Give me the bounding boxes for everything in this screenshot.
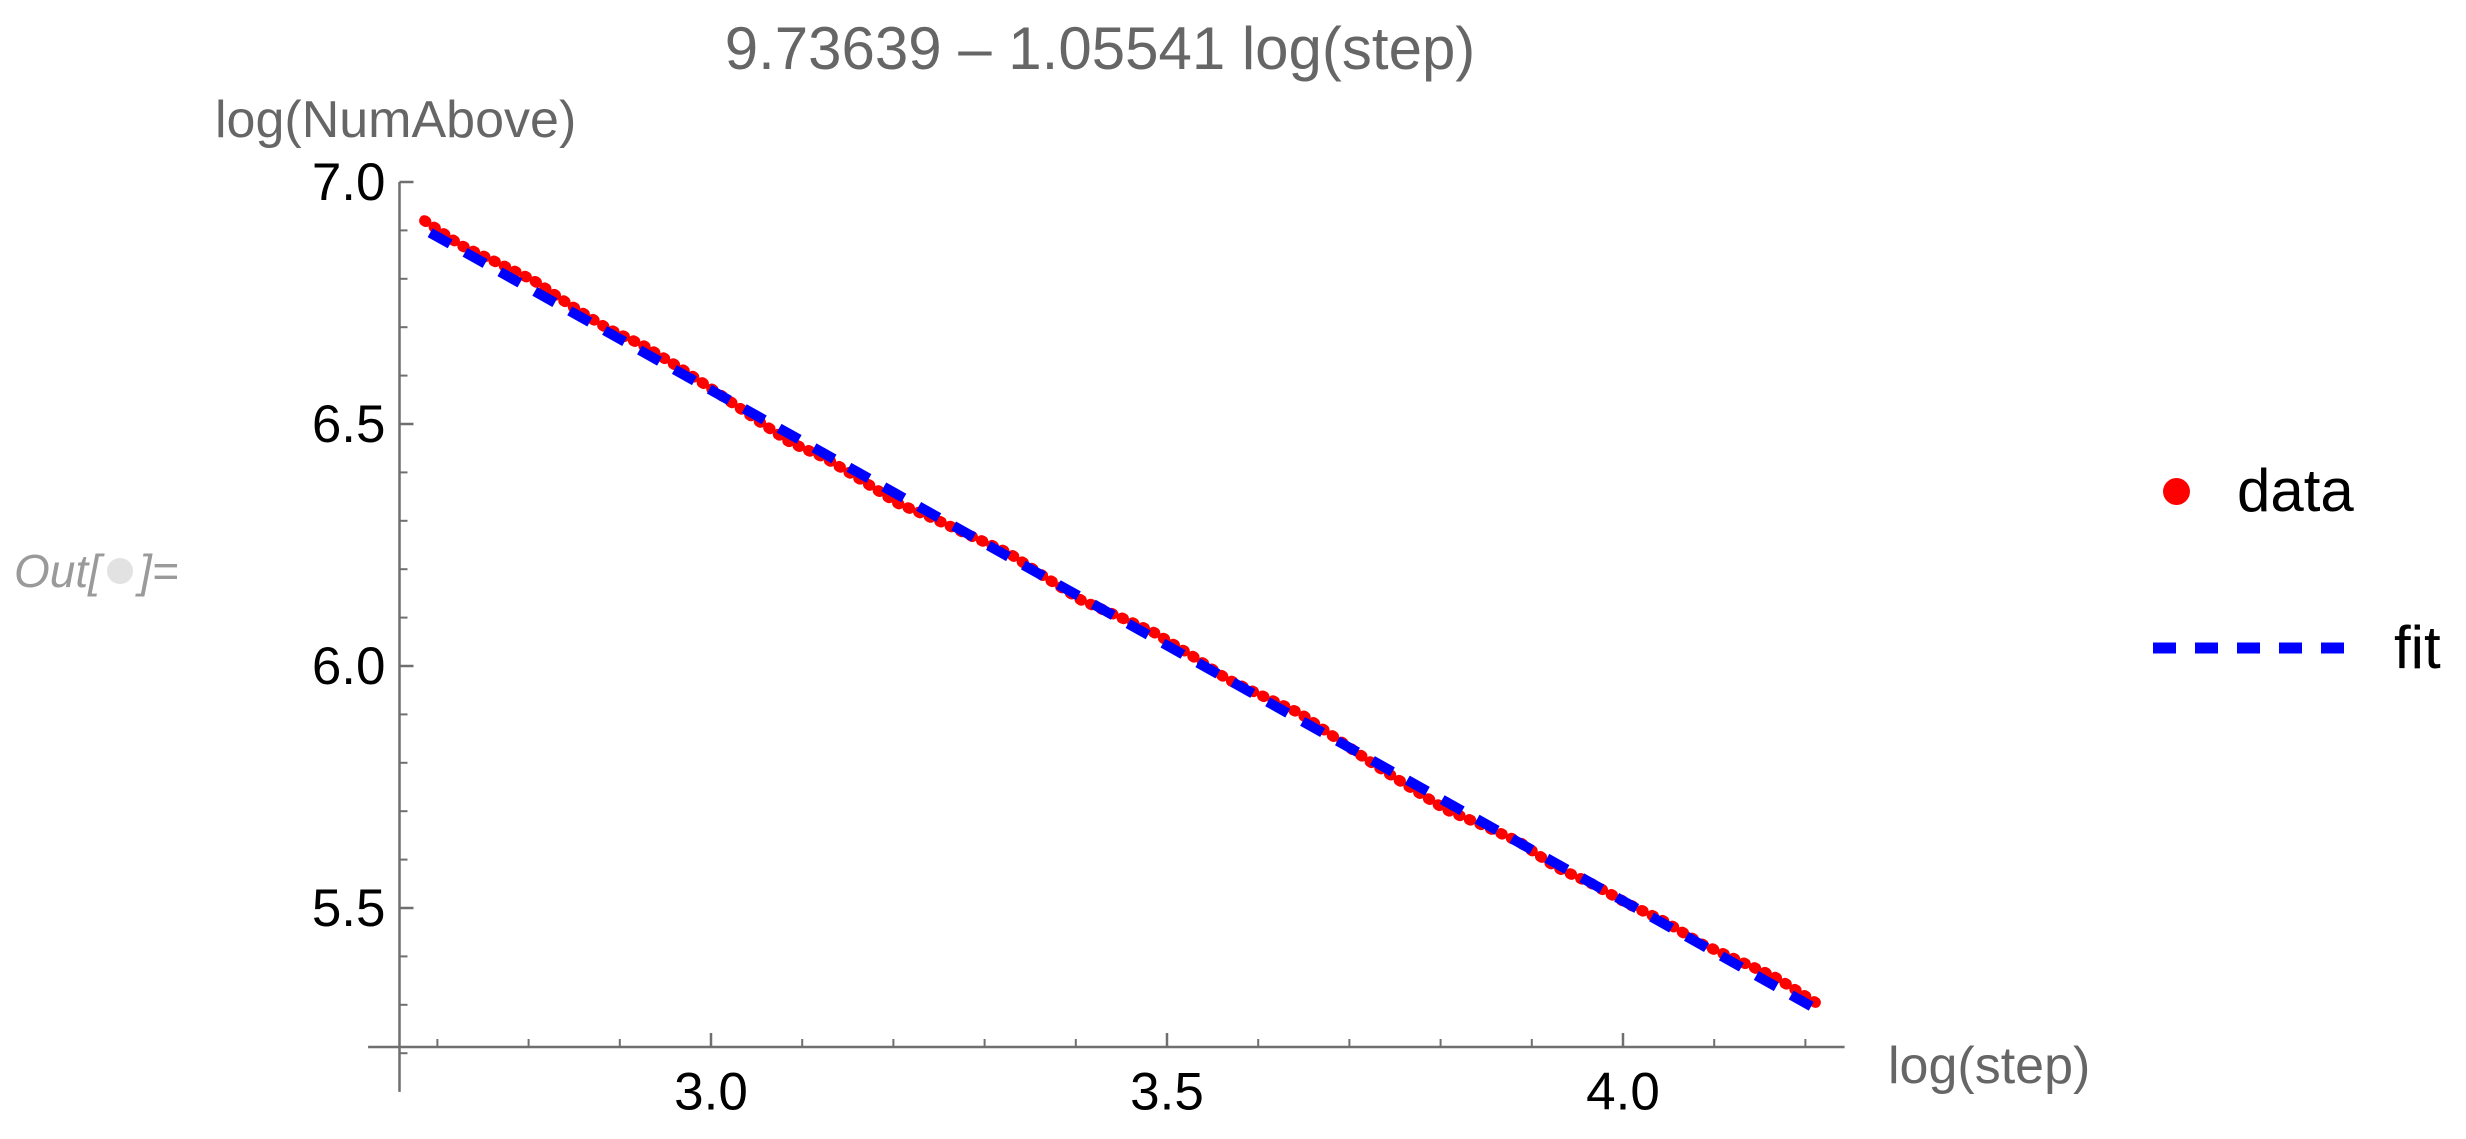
output-label-prefix: Out[ (14, 545, 101, 597)
x-tick-label: 3.0 (674, 1063, 748, 1122)
output-cell-label: Out[ ]= (14, 544, 179, 598)
legend-label-data: data (2237, 457, 2354, 524)
y-tick-label: 7.0 (312, 153, 386, 212)
chart-title: 9.73639 – 1.05541 log(step) (724, 15, 1476, 82)
output-label-suffix: ]= (138, 545, 179, 597)
y-tick-label: 6.0 (312, 637, 386, 696)
fit-line-marker-icon (2153, 642, 2344, 654)
x-tick-label: 3.5 (1130, 1063, 1204, 1122)
data-point-marker-icon (2163, 477, 2190, 505)
y-tick-label: 5.5 (312, 879, 386, 938)
y-axis-label: log(NumAbove) (215, 91, 577, 149)
data-series-points (419, 215, 1821, 1008)
legend-entry-fit: fit (2153, 615, 2441, 681)
output-placeholder-dot-icon (106, 558, 133, 584)
x-tick-label: 4.0 (1586, 1063, 1660, 1122)
legend-label-fit: fit (2394, 614, 2441, 681)
x-axis-label: log(step) (1888, 1037, 2091, 1095)
fit-line (427, 228, 1825, 1017)
y-tick-label: 6.5 (312, 395, 386, 454)
legend-entry-data: data (2163, 458, 2354, 524)
